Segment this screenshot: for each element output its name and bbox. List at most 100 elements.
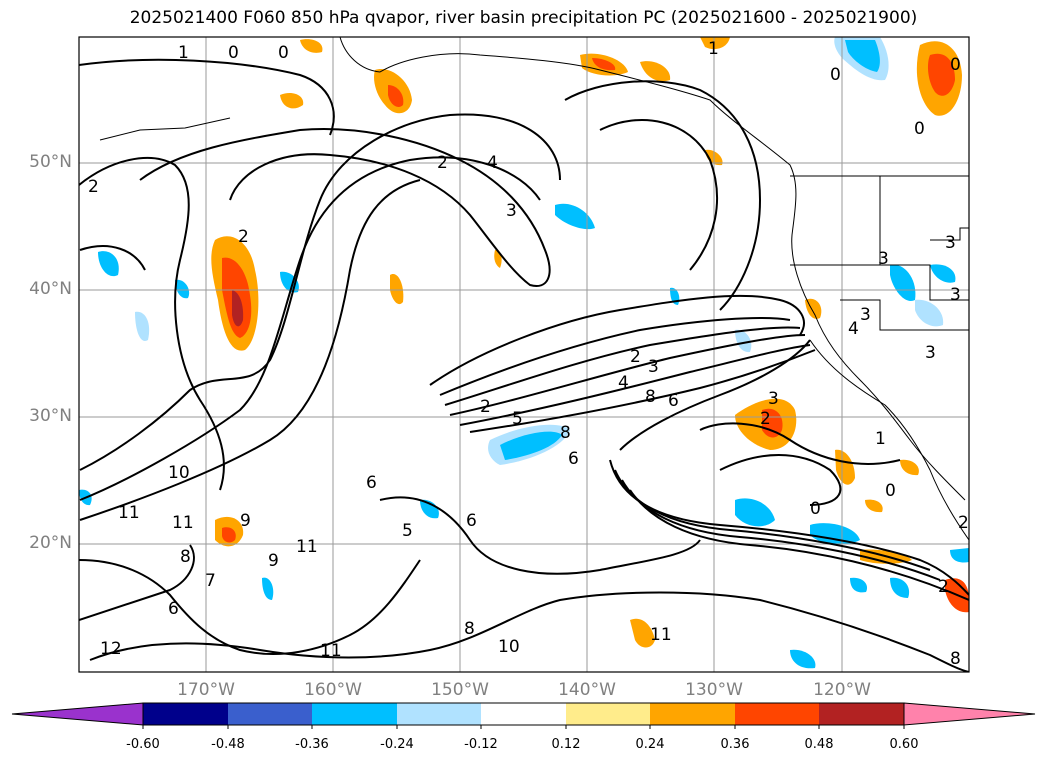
contour-label: 12 xyxy=(100,639,122,659)
colorbar-tick-label: 0.12 xyxy=(551,737,581,752)
contour-label: 10 xyxy=(168,463,190,483)
colorbar-tick-label: 0.36 xyxy=(720,737,750,752)
anomaly-patch xyxy=(300,39,323,53)
anomaly-patch xyxy=(915,299,944,327)
anomaly-patch xyxy=(175,279,190,299)
contour-label: 8 xyxy=(950,649,961,669)
contour-label: 8 xyxy=(645,387,656,407)
anomaly-patch xyxy=(850,577,868,593)
colorbar xyxy=(11,702,1036,729)
colorbar-tick-label: 0.24 xyxy=(635,737,665,752)
contour-label: 10 xyxy=(498,637,520,657)
anomaly-patch xyxy=(890,264,916,301)
contour-label: 6 xyxy=(668,391,679,411)
anomaly-patch xyxy=(135,311,150,341)
anomaly-patch xyxy=(810,523,860,545)
contour-label: 3 xyxy=(648,357,659,377)
contour-label: 2 xyxy=(630,347,641,367)
graticule xyxy=(79,37,969,672)
contour-label: 6 xyxy=(366,473,377,493)
colorbar-tick-label: -0.60 xyxy=(126,737,160,752)
colorbar-segment xyxy=(481,703,566,725)
colorbar-tick-label: -0.24 xyxy=(380,737,414,752)
coastlines xyxy=(99,37,969,541)
contour-label: 11 xyxy=(650,625,672,645)
contour-label: 0 xyxy=(914,119,925,139)
anomaly-patch xyxy=(900,459,919,476)
anomaly-patch xyxy=(555,203,595,230)
colorbar-segment xyxy=(143,703,228,725)
contour-label-group: 1 0 0 2 2 4 3 2 1 0 0 0 3 3 3 3 4 3 2 3 … xyxy=(88,39,969,669)
anomaly-patch xyxy=(232,290,244,327)
anomaly-patch xyxy=(388,85,404,107)
contour-label: 2 xyxy=(938,577,949,597)
contour-label: 1 xyxy=(178,43,189,63)
contour-label: 0 xyxy=(228,43,239,63)
contour-label: 1 xyxy=(708,39,719,59)
lon-label-120w: 120°W xyxy=(813,680,871,700)
anomaly-patch xyxy=(950,548,969,563)
contour-label: 3 xyxy=(878,249,889,269)
anomaly-patch xyxy=(762,408,783,438)
colorbar-tick-label: 0.48 xyxy=(804,737,834,752)
contour-label: 11 xyxy=(172,513,194,533)
contour-label: 6 xyxy=(466,511,477,531)
colorbar-extend-low xyxy=(11,702,144,726)
colorbar-segment xyxy=(819,703,904,725)
anomaly-patch xyxy=(930,264,956,283)
contour-label: 9 xyxy=(268,551,279,571)
contour-label: 9 xyxy=(240,511,251,531)
colorbar-segment xyxy=(228,703,312,725)
contour-label: 0 xyxy=(278,43,289,63)
contour-label: 0 xyxy=(885,481,896,501)
contour-label: 0 xyxy=(810,499,821,519)
contour-label: 8 xyxy=(180,547,191,567)
contour-label: 3 xyxy=(925,343,936,363)
contour-label: 2 xyxy=(760,409,771,429)
contour-label: 0 xyxy=(830,65,841,85)
contour-label: 2 xyxy=(88,177,99,197)
map-border xyxy=(78,36,970,673)
contour-label: 0 xyxy=(950,55,961,75)
anomaly-patch xyxy=(835,449,855,485)
anomaly-patch xyxy=(390,274,404,305)
anomaly-patch xyxy=(98,251,119,277)
colorbar-tick-label: -0.12 xyxy=(464,737,498,752)
anomaly-patch xyxy=(262,577,274,600)
contour-label: 8 xyxy=(560,423,571,443)
anomaly-patch xyxy=(890,577,910,598)
colorbar-extend-high xyxy=(903,702,1036,726)
contour-label: 2 xyxy=(437,153,448,173)
anomaly-patch xyxy=(700,37,730,50)
anomaly-patch xyxy=(865,499,883,513)
colorbar-segment xyxy=(312,703,397,725)
colorbar-tick-label: -0.48 xyxy=(211,737,245,752)
colorbar-tick-label: -0.36 xyxy=(295,737,329,752)
lon-label-150w: 150°W xyxy=(431,680,489,700)
anomaly-patch xyxy=(630,618,655,648)
contour-label: 4 xyxy=(848,319,859,339)
anomaly-patch xyxy=(280,93,304,109)
contour-label: 3 xyxy=(768,389,779,409)
contour-label: 3 xyxy=(950,285,961,305)
anomaly-patch xyxy=(790,649,816,669)
lon-label-160w: 160°W xyxy=(304,680,362,700)
contour-label: 2 xyxy=(958,513,969,533)
contour-label: 5 xyxy=(402,521,413,541)
contour-label: 6 xyxy=(168,599,179,619)
lon-label-140w: 140°W xyxy=(558,680,616,700)
anomaly-patch xyxy=(640,61,671,82)
lat-label-20n: 20°N xyxy=(29,533,72,553)
anomaly-patch xyxy=(927,53,955,96)
qvapor-contours xyxy=(79,58,969,672)
contour-label: 3 xyxy=(945,233,956,253)
colorbar-tick-label: 0.60 xyxy=(889,737,919,752)
lon-label-170w: 170°W xyxy=(177,680,235,700)
contour-label: 3 xyxy=(860,305,871,325)
lat-label-40n: 40°N xyxy=(29,279,72,299)
anomaly-patch xyxy=(735,498,775,527)
contour-label: 2 xyxy=(238,227,249,247)
figure-title: 2025021400 F060 850 hPa qvapor, river ba… xyxy=(129,8,918,28)
anomaly-patch xyxy=(845,40,880,72)
